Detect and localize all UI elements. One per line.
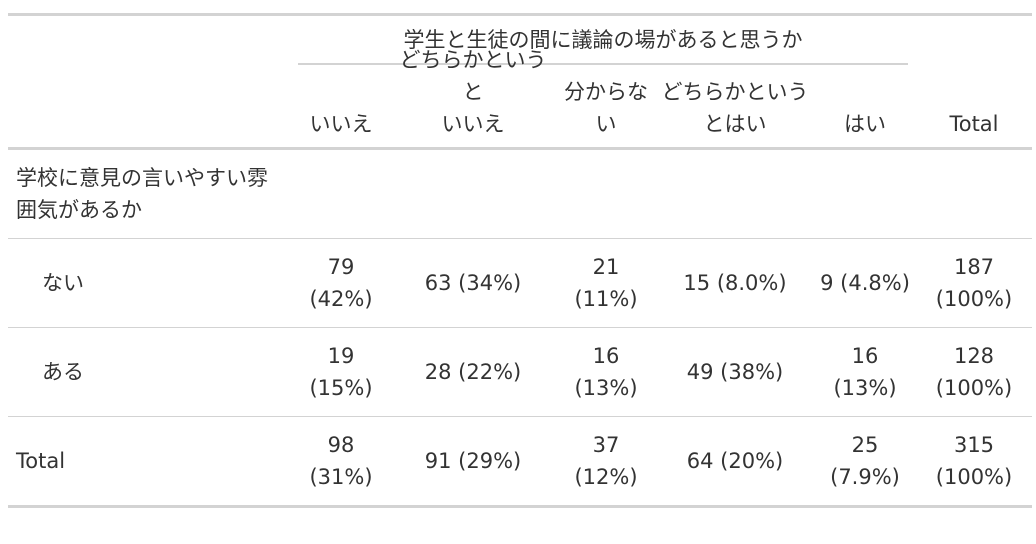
table-cell-line: 15 (8.0%) bbox=[683, 270, 787, 295]
header-bottom-border bbox=[8, 147, 1032, 150]
column-header: Total bbox=[924, 72, 1024, 140]
crosstab-table: 学生と生徒の間に議論の場があると思うか いいえ どちらかというと いいえ 分からないど… bbox=[8, 0, 1032, 544]
table-cell-line: 19 bbox=[327, 343, 355, 368]
table-cell-line: 64 (20%) bbox=[686, 448, 784, 473]
table-cell-line: 79 bbox=[327, 254, 355, 279]
table-cell: 91 (29%) bbox=[393, 445, 553, 477]
table-cell-line: (100%) bbox=[935, 375, 1013, 400]
table-cell-line: 16 bbox=[851, 343, 879, 368]
table-cell: 21 (11%) bbox=[556, 251, 656, 315]
table-cell: 64 (20%) bbox=[660, 445, 810, 477]
table-cell-line: 25 bbox=[851, 432, 879, 457]
row-label: ある bbox=[42, 359, 84, 384]
row-divider bbox=[8, 327, 1032, 328]
table-cell: 63 (34%) bbox=[393, 267, 553, 299]
table-cell-line: (42%) bbox=[309, 286, 373, 311]
row-group-label-line: 学校に意見の言いやすい雰 bbox=[16, 166, 268, 190]
table-cell-line: (13%) bbox=[833, 375, 897, 400]
table-cell: 187 (100%) bbox=[924, 251, 1024, 315]
table-cell: 19 (15%) bbox=[286, 340, 396, 404]
table-cell-line: (12%) bbox=[574, 464, 638, 489]
column-header-line: Total bbox=[949, 112, 999, 136]
table-cell-line: (15%) bbox=[309, 375, 373, 400]
spanner-underline bbox=[298, 63, 908, 65]
table-cell: 16 (13%) bbox=[810, 340, 920, 404]
table-cell-line: 16 bbox=[592, 343, 620, 368]
table-cell: 25 (7.9%) bbox=[810, 429, 920, 493]
table-cell-line: 315 bbox=[953, 432, 995, 457]
column-header: いいえ bbox=[286, 72, 396, 140]
column-header: どちらかというといいえ bbox=[393, 48, 553, 140]
table-cell: 79 (42%) bbox=[286, 251, 396, 315]
table-cell-line: 37 bbox=[592, 432, 620, 457]
table-top-border bbox=[8, 13, 1032, 16]
column-header-line: どちらかという bbox=[661, 80, 809, 104]
row-label: Total bbox=[16, 448, 66, 473]
table-bottom-border bbox=[8, 505, 1032, 508]
table-cell-line: (7.9%) bbox=[830, 464, 900, 489]
table-cell: 128 (100%) bbox=[924, 340, 1024, 404]
table-cell: 16 (13%) bbox=[556, 340, 656, 404]
group-divider bbox=[8, 238, 1032, 239]
table-cell-line: 91 (29%) bbox=[424, 448, 522, 473]
table-cell-line: 49 (38%) bbox=[686, 359, 784, 384]
column-header-line: いいえ bbox=[441, 112, 505, 136]
table-cell-line: 63 (34%) bbox=[424, 270, 522, 295]
table-cell: 49 (38%) bbox=[660, 356, 810, 388]
table-cell: 15 (8.0%) bbox=[660, 267, 810, 299]
column-header-line: とはい bbox=[703, 112, 767, 136]
row-divider bbox=[8, 416, 1032, 417]
table-cell-line: (13%) bbox=[574, 375, 638, 400]
table-cell-line: (11%) bbox=[574, 286, 638, 311]
table-cell-line: 128 bbox=[953, 343, 995, 368]
row-label: ない bbox=[42, 270, 84, 295]
row-group-label: 学校に意見の言いやすい雰 囲気があるか bbox=[16, 162, 296, 226]
table-cell-line: 187 bbox=[953, 254, 995, 279]
table-cell: 9 (4.8%) bbox=[810, 267, 920, 299]
table-cell: 37 (12%) bbox=[556, 429, 656, 493]
table-cell-line: 98 bbox=[327, 432, 355, 457]
column-header: どちらかという とはい bbox=[660, 72, 810, 140]
column-header-line: はい bbox=[844, 112, 886, 136]
table-cell-line: 21 bbox=[592, 254, 620, 279]
table-cell: 28 (22%) bbox=[393, 356, 553, 388]
table-cell: 315 (100%) bbox=[924, 429, 1024, 493]
column-header: はい bbox=[810, 72, 920, 140]
column-spanner-label: 学生と生徒の間に議論の場があると思うか bbox=[403, 28, 803, 52]
column-header-line: いいえ bbox=[309, 112, 373, 136]
table-cell-line: (100%) bbox=[935, 464, 1013, 489]
column-header-line: どちらかというと bbox=[399, 48, 547, 104]
column-header-line: 分からな bbox=[564, 80, 648, 104]
table-cell-line: 9 (4.8%) bbox=[820, 270, 910, 295]
column-header: 分からない bbox=[556, 72, 656, 140]
row-group-label-line: 囲気があるか bbox=[16, 198, 142, 222]
table-cell: 98 (31%) bbox=[286, 429, 396, 493]
column-header-line: い bbox=[595, 112, 617, 136]
table-cell-line: (31%) bbox=[309, 464, 373, 489]
table-cell-line: 28 (22%) bbox=[424, 359, 522, 384]
table-cell-line: (100%) bbox=[935, 286, 1013, 311]
